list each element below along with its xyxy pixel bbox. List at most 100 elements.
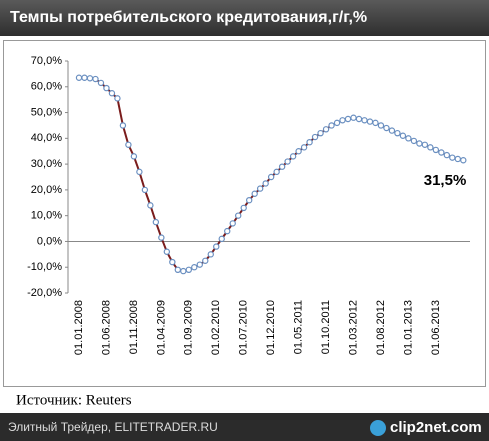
- point: [350, 114, 357, 121]
- x-tick-label: 01.09.2009: [183, 300, 195, 355]
- x-tick-label: 01.06.2013: [430, 300, 442, 355]
- x-tick-label: 01.01.2013: [402, 300, 414, 355]
- value-label: 31,5%: [424, 172, 467, 189]
- source: Источник: Reuters: [16, 392, 132, 408]
- point: [81, 74, 88, 81]
- point: [438, 149, 445, 156]
- point: [344, 115, 352, 123]
- y-tick-label: 0,0%: [37, 235, 62, 247]
- point: [273, 168, 280, 176]
- point: [119, 122, 127, 129]
- point: [421, 141, 429, 148]
- y-tick-label: 60,0%: [31, 81, 62, 93]
- point: [191, 264, 198, 271]
- point: [207, 251, 214, 258]
- y-tick-label: 30,0%: [31, 158, 62, 170]
- point: [317, 129, 324, 137]
- point: [75, 74, 83, 81]
- plot: -20,0% -10,0% 0,0% 10,0% 20,0% 30,0% 40,0% 50,0…: [27, 55, 470, 355]
- x-tick-label: 01.06.2008: [100, 300, 112, 355]
- point: [284, 158, 291, 165]
- point: [108, 90, 116, 97]
- point: [152, 218, 160, 226]
- point: [300, 144, 308, 151]
- point: [136, 168, 143, 176]
- footer-bar: [0, 413, 489, 441]
- y-tick-label: 20,0%: [31, 184, 62, 196]
- point: [416, 140, 423, 147]
- point: [141, 186, 149, 194]
- point: [185, 266, 192, 273]
- point: [306, 138, 313, 146]
- point: [180, 267, 187, 275]
- point: [377, 122, 385, 129]
- point: [114, 95, 121, 102]
- point: [256, 185, 264, 192]
- point: [339, 117, 346, 124]
- point: [394, 129, 401, 137]
- point: [240, 204, 247, 212]
- point: [383, 124, 390, 132]
- point: [147, 202, 154, 209]
- x-tick-label: 01.12.2010: [265, 300, 277, 355]
- y-tick-label: -20,0%: [27, 287, 62, 299]
- y-tick-label: -10,0%: [27, 261, 62, 273]
- point: [251, 190, 258, 197]
- point: [169, 258, 176, 266]
- point: [97, 79, 105, 87]
- x-tick-label: 01.04.2009: [155, 300, 167, 355]
- point: [245, 196, 253, 204]
- point: [158, 234, 165, 241]
- point: [235, 212, 242, 219]
- footer-logo: clip2net.com: [390, 419, 482, 436]
- point: [311, 133, 319, 141]
- point: [174, 266, 182, 273]
- point: [361, 117, 368, 124]
- x-tick-label: 01.07.2010: [238, 300, 250, 355]
- point: [328, 122, 335, 129]
- title-bar: [0, 0, 489, 36]
- y-tick-label: 50,0%: [31, 106, 62, 118]
- y-tick-label: 40,0%: [31, 132, 62, 144]
- point: [130, 153, 138, 160]
- x-tick-label: 01.01.2008: [73, 300, 85, 355]
- x-tick-label: 01.10.2011: [320, 300, 332, 354]
- point: [366, 118, 374, 125]
- point: [388, 127, 396, 134]
- point: [333, 119, 341, 127]
- point: [224, 227, 231, 235]
- x-tick-label: 01.11.2008: [128, 300, 140, 354]
- point: [449, 154, 456, 161]
- x-tick-label: 01.08.2012: [375, 300, 387, 355]
- chart-title: Темпы потребительского кредитования,г/г,…: [10, 9, 367, 26]
- point: [262, 180, 269, 187]
- point: [405, 135, 412, 142]
- point: [399, 132, 407, 139]
- point: [460, 157, 467, 164]
- logo-icon: [370, 420, 386, 436]
- point: [355, 115, 363, 123]
- point: [432, 146, 440, 154]
- footer-site: Элитный Трейдер, ELITETRADER.RU: [8, 420, 218, 434]
- point: [229, 220, 236, 227]
- point: [103, 84, 110, 92]
- point: [196, 261, 203, 268]
- point: [213, 243, 220, 250]
- point: [163, 248, 171, 255]
- y-tick-label: 10,0%: [31, 210, 62, 222]
- point: [92, 75, 99, 83]
- point: [410, 137, 418, 145]
- point: [278, 163, 286, 170]
- point: [267, 173, 275, 181]
- point: [322, 126, 330, 133]
- point: [218, 235, 225, 243]
- point: [86, 75, 94, 82]
- point: [427, 144, 434, 151]
- x-tick-label: 01.02.2010: [210, 300, 222, 355]
- point: [295, 148, 302, 155]
- point: [372, 119, 379, 127]
- chart-frame: [3, 40, 486, 387]
- x-tick-label: 01.05.2011: [293, 300, 305, 354]
- x-tick-label: 01.03.2012: [347, 300, 359, 355]
